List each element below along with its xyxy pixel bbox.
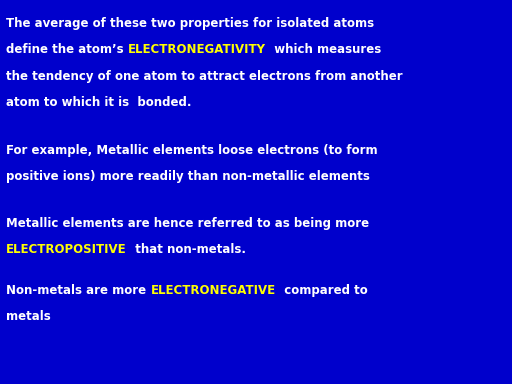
Text: positive ions) more readily than non-metallic elements: positive ions) more readily than non-met… [6,170,370,183]
Text: ELECTROPOSITIVE: ELECTROPOSITIVE [6,243,127,256]
Text: The average of these two properties for isolated atoms: The average of these two properties for … [6,17,374,30]
Text: that non-metals.: that non-metals. [127,243,246,256]
Text: Metallic elements are hence referred to as being more: Metallic elements are hence referred to … [6,217,369,230]
Text: For example, Metallic elements loose electrons (to form: For example, Metallic elements loose ele… [6,144,378,157]
Text: the tendency of one atom to attract electrons from another: the tendency of one atom to attract elec… [6,70,403,83]
Text: define the atom’s: define the atom’s [6,43,128,56]
Text: metals: metals [6,310,51,323]
Text: ELECTRONEGATIVE: ELECTRONEGATIVE [151,284,275,297]
Text: ELECTRONEGATIVITY: ELECTRONEGATIVITY [128,43,266,56]
Text: which measures: which measures [266,43,381,56]
Text: atom to which it is  bonded.: atom to which it is bonded. [6,96,191,109]
Text: compared to: compared to [275,284,367,297]
Text: Non-metals are more: Non-metals are more [6,284,151,297]
